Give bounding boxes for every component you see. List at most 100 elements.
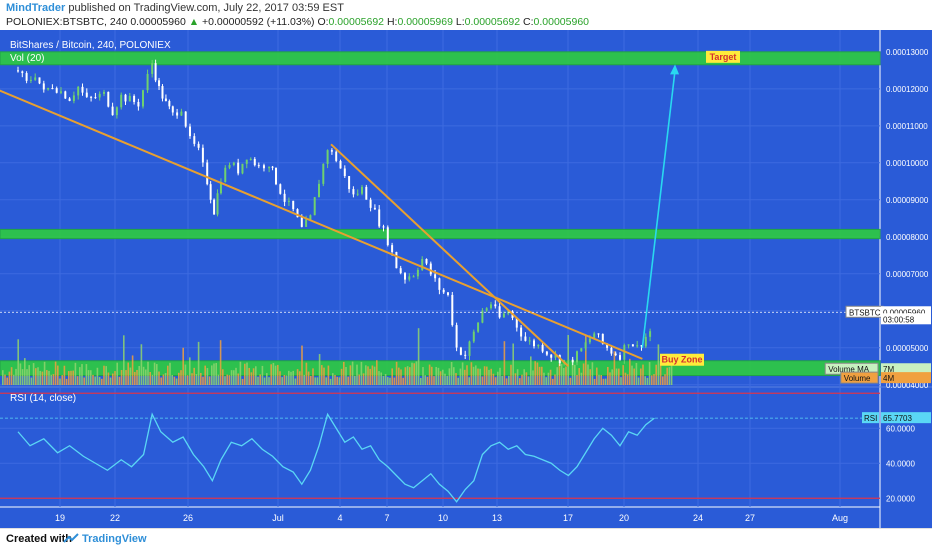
candle-body xyxy=(361,186,363,194)
price-label-name: BTSBTC xyxy=(849,308,881,317)
candle-body xyxy=(399,268,402,274)
volume-bar xyxy=(246,362,248,385)
volume-bar xyxy=(180,370,182,385)
volume-bar xyxy=(79,367,81,385)
price-tick-label: 0.00009000 xyxy=(886,196,929,205)
volume-bar xyxy=(156,364,158,385)
volume-bar xyxy=(655,364,657,385)
volume-bar xyxy=(96,367,99,385)
volume-bar xyxy=(19,363,22,385)
volume-bar xyxy=(499,367,501,385)
volume-bar xyxy=(382,376,385,385)
volume-bar xyxy=(336,376,338,385)
volume-bar xyxy=(466,365,468,385)
candle-body xyxy=(606,343,609,348)
volume-bar xyxy=(516,369,519,385)
volume-bar xyxy=(338,377,341,385)
volume-bar xyxy=(131,355,134,385)
candle-body xyxy=(29,79,32,81)
candle-body xyxy=(533,340,535,347)
volume-bar xyxy=(508,375,510,385)
publish-info: MindTrader published on TradingView.com,… xyxy=(6,2,344,14)
candle-body xyxy=(209,184,212,200)
volume-bar xyxy=(365,365,367,385)
volume-bar xyxy=(259,374,261,385)
volume-bar xyxy=(263,377,266,385)
chart-area[interactable]: Target Buy Zone 20.0000 40.0000 60.0000 RSI 6… xyxy=(0,30,932,528)
volume-bar xyxy=(252,368,255,385)
target-zone xyxy=(0,51,881,66)
volume-bar xyxy=(514,373,517,385)
volume-bar xyxy=(83,377,85,385)
volume-bar xyxy=(85,364,88,385)
volume-bar xyxy=(637,377,640,385)
price-label-name: Volume xyxy=(844,374,871,383)
volume-bar xyxy=(670,365,673,385)
volume-bar xyxy=(437,367,440,385)
change-arrow-icon: ▲ xyxy=(188,16,200,28)
volume-bar xyxy=(226,374,228,385)
volume-bar xyxy=(327,365,330,385)
volume-bar xyxy=(182,347,184,385)
candle-body xyxy=(60,91,62,93)
volume-bar xyxy=(13,374,15,385)
volume-bar xyxy=(525,372,528,385)
candle-body xyxy=(429,263,432,275)
volume-bar xyxy=(217,374,220,385)
tradingview-brand[interactable]: TradingView xyxy=(82,533,147,545)
volume-bar xyxy=(648,362,651,385)
volume-bar xyxy=(162,374,165,385)
volume-bar xyxy=(325,377,327,385)
volume-bar xyxy=(604,378,607,385)
volume-bar xyxy=(384,374,387,385)
candle-body xyxy=(292,200,295,210)
volume-bar xyxy=(189,357,191,385)
volume-bar xyxy=(560,364,563,385)
volume-bar xyxy=(589,369,591,385)
volume-bar xyxy=(428,364,431,385)
volume-bar xyxy=(602,378,605,385)
volume-bar xyxy=(626,374,629,385)
price-label-value-box xyxy=(881,313,931,325)
volume-bar xyxy=(270,364,272,385)
volume-bar xyxy=(272,362,275,385)
candle-body xyxy=(477,322,480,332)
volume-bar xyxy=(21,369,24,385)
volume-bar xyxy=(354,375,356,385)
candle-body xyxy=(268,166,271,169)
volume-bar xyxy=(296,369,299,385)
volume-bar xyxy=(543,372,545,385)
candle-body xyxy=(472,331,475,342)
publish-header: MindTrader published on TradingView.com,… xyxy=(0,0,932,30)
volume-bar xyxy=(288,370,290,385)
volume-bar xyxy=(305,362,308,385)
time-tick-label: 10 xyxy=(438,513,448,523)
volume-bar xyxy=(248,367,250,385)
volume-bar xyxy=(417,328,420,385)
volume-bar xyxy=(398,367,400,385)
volume-bar xyxy=(615,368,618,385)
candle-body xyxy=(576,351,578,363)
author-link[interactable]: MindTrader xyxy=(6,2,66,14)
price-label-value-box xyxy=(881,306,931,318)
volume-bar xyxy=(633,368,635,385)
volume-bar xyxy=(481,376,484,385)
volume-bar xyxy=(72,370,74,385)
volume-bar xyxy=(519,378,521,385)
candle-body xyxy=(85,92,88,97)
candle-body xyxy=(610,347,613,354)
candle-body xyxy=(373,207,376,210)
volume-bar xyxy=(472,366,475,385)
candle-body xyxy=(283,193,286,202)
volume-bar xyxy=(395,361,398,385)
volume-bar xyxy=(435,366,437,385)
candle-body xyxy=(434,274,437,279)
volume-bar xyxy=(35,368,37,385)
volume-indicator-label: Vol (20) xyxy=(10,53,44,64)
volume-bar xyxy=(380,372,382,385)
volume-bar xyxy=(125,370,127,385)
volume-bar xyxy=(596,367,598,385)
volume-bar xyxy=(411,362,413,385)
volume-bar xyxy=(204,365,206,385)
candle-body xyxy=(369,199,372,208)
